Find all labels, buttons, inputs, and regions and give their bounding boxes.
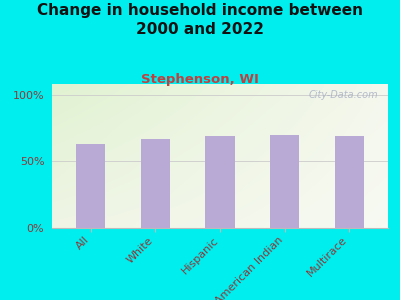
Bar	[76, 144, 105, 228]
Bar	[206, 136, 234, 228]
Text: Stephenson, WI: Stephenson, WI	[141, 74, 259, 86]
Text: City-Data.com: City-Data.com	[308, 90, 378, 100]
Bar	[141, 139, 170, 228]
Bar	[335, 136, 364, 228]
Bar	[270, 135, 299, 228]
Text: Change in household income between
2000 and 2022: Change in household income between 2000 …	[37, 3, 363, 37]
